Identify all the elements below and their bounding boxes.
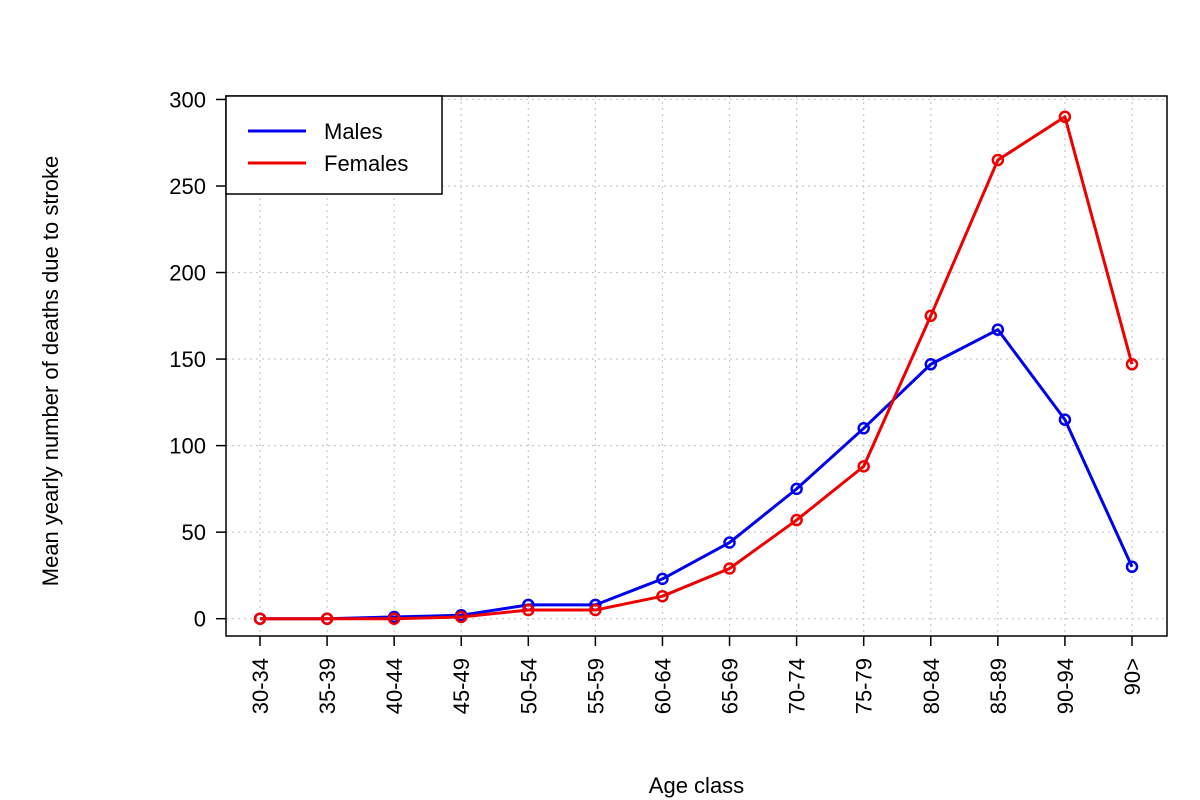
x-tick-label: 70-74 <box>785 658 810 714</box>
data-point <box>991 153 1005 167</box>
y-tick-label: 250 <box>169 174 206 199</box>
x-tick-label: 50-54 <box>516 658 541 714</box>
x-tick-label: 90> <box>1120 658 1145 695</box>
series-line <box>260 115 1134 621</box>
series-females <box>253 110 1139 625</box>
legend-label: Females <box>324 151 408 176</box>
data-point <box>723 536 736 549</box>
x-tick-label: 35-39 <box>315 658 340 714</box>
x-tick-label: 90-94 <box>1053 658 1078 714</box>
y-tick-label: 0 <box>194 607 206 632</box>
data-point <box>790 482 803 496</box>
data-point <box>1058 110 1072 124</box>
plot-area <box>225 95 1168 637</box>
data-point <box>320 612 334 625</box>
y-tick-label: 200 <box>169 261 206 286</box>
y-tick-label: 100 <box>169 434 206 459</box>
x-tick-label: 60-64 <box>650 658 675 714</box>
data-point <box>790 513 803 527</box>
data-point <box>253 612 267 625</box>
y-axis-title: Mean yearly number of deaths due to stro… <box>38 156 63 586</box>
data-point <box>522 603 535 617</box>
x-axis-title: Age class <box>649 773 744 798</box>
data-point <box>656 589 669 603</box>
series-line <box>260 328 1134 621</box>
legend-label: Males <box>324 119 383 144</box>
y-tick-label: 50 <box>182 520 206 545</box>
data-point <box>857 422 870 435</box>
data-point <box>857 460 870 473</box>
y-tick-label: 300 <box>169 87 206 112</box>
series-layer <box>253 110 1139 625</box>
data-point <box>454 610 468 624</box>
data-point <box>656 572 669 586</box>
x-tick-label: 45-49 <box>449 658 474 714</box>
data-point <box>1125 358 1139 371</box>
data-point <box>924 358 938 371</box>
x-tick-label: 80-84 <box>919 658 944 714</box>
data-point <box>589 603 602 617</box>
data-point <box>387 612 401 625</box>
x-tick-label: 75-79 <box>852 658 877 714</box>
data-point <box>1058 413 1072 426</box>
data-point <box>1125 560 1139 574</box>
data-point <box>924 309 938 323</box>
data-point <box>723 562 736 575</box>
legend-box <box>225 95 443 195</box>
x-axis: 30-34 35-39 40-44 45-49 50-54 55-59 60-64 65-69… <box>248 636 1145 714</box>
x-tick-label: 65-69 <box>718 658 743 714</box>
x-tick-label: 55-59 <box>583 658 608 714</box>
series-males <box>253 323 1139 625</box>
data-point <box>991 323 1005 336</box>
x-tick-label: 40-44 <box>382 658 407 714</box>
x-tick-label: 85-89 <box>986 658 1011 714</box>
legend: Males Females <box>225 95 443 195</box>
y-axis: 0 50 100 150 200 250 300 <box>169 87 226 632</box>
x-tick-label: 30-34 <box>248 658 273 714</box>
y-tick-label: 150 <box>169 347 206 372</box>
